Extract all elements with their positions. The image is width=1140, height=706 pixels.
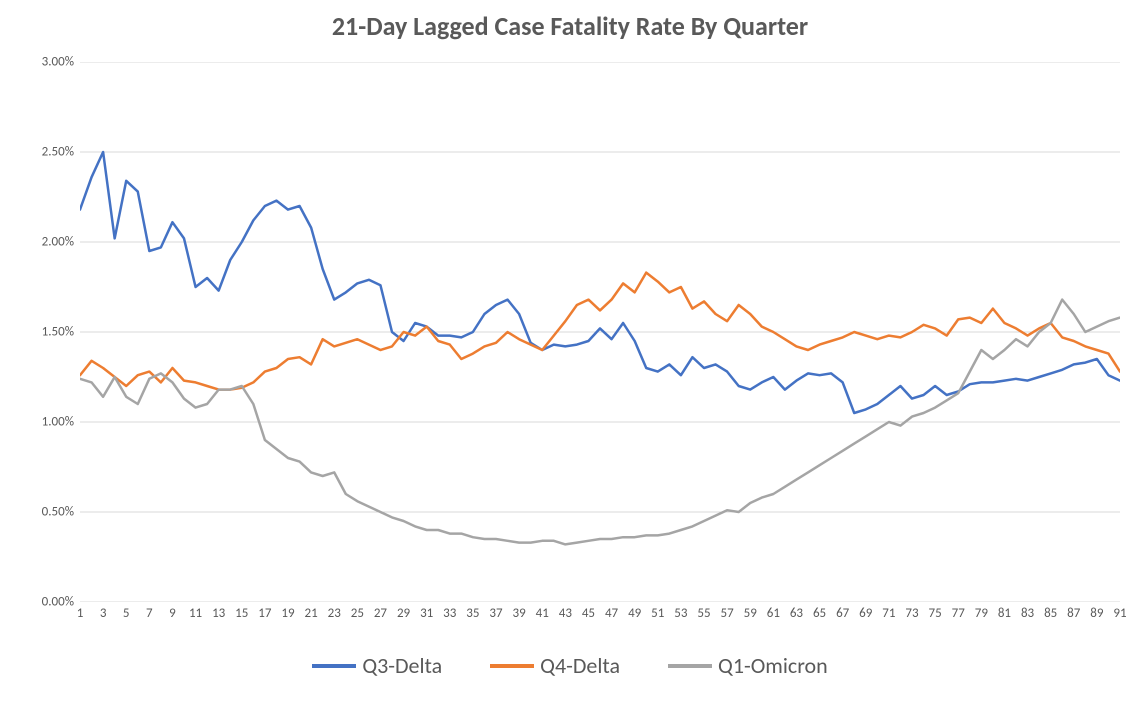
y-tick-label: 2.50% — [42, 145, 80, 160]
x-tick-label: 89 — [1090, 602, 1103, 621]
x-tick-label: 29 — [397, 602, 410, 621]
chart-container: 21-Day Lagged Case Fatality Rate By Quar… — [0, 0, 1140, 706]
x-tick-label: 67 — [836, 602, 849, 621]
x-tick-label: 41 — [536, 602, 549, 621]
x-tick-label: 75 — [929, 602, 942, 621]
legend-item: Q3-Delta — [312, 652, 442, 679]
y-tick-label: 0.50% — [42, 505, 80, 520]
x-tick-label: 79 — [975, 602, 988, 621]
x-tick-label: 3 — [100, 602, 107, 621]
legend-item: Q4-Delta — [490, 652, 620, 679]
series-line — [80, 273, 1120, 390]
x-tick-label: 65 — [813, 602, 826, 621]
y-tick-label: 1.00% — [42, 415, 80, 430]
x-tick-label: 47 — [605, 602, 618, 621]
legend-label: Q4-Delta — [540, 652, 620, 679]
legend: Q3-Delta Q4-Delta Q1-Omicron — [0, 652, 1140, 679]
x-tick-label: 31 — [420, 602, 433, 621]
x-tick-label: 7 — [146, 602, 153, 621]
x-tick-label: 25 — [351, 602, 364, 621]
series-line — [80, 152, 1120, 413]
y-tick-label: 0.00% — [42, 595, 80, 610]
x-tick-label: 85 — [1044, 602, 1057, 621]
x-tick-label: 23 — [328, 602, 341, 621]
x-tick-label: 11 — [189, 602, 202, 621]
legend-swatch — [312, 664, 356, 668]
x-tick-label: 87 — [1067, 602, 1080, 621]
plot-svg — [80, 62, 1120, 602]
x-tick-label: 13 — [212, 602, 225, 621]
x-tick-label: 15 — [235, 602, 248, 621]
y-tick-label: 3.00% — [42, 55, 80, 70]
legend-swatch — [668, 664, 712, 668]
x-tick-label: 59 — [744, 602, 757, 621]
x-tick-label: 55 — [697, 602, 710, 621]
x-tick-label: 35 — [466, 602, 479, 621]
x-tick-label: 81 — [998, 602, 1011, 621]
x-tick-label: 33 — [443, 602, 456, 621]
x-tick-label: 63 — [790, 602, 803, 621]
x-tick-label: 57 — [721, 602, 734, 621]
x-tick-label: 83 — [1021, 602, 1034, 621]
x-tick-label: 69 — [859, 602, 872, 621]
y-tick-label: 1.50% — [42, 325, 80, 340]
x-tick-label: 45 — [582, 602, 595, 621]
x-tick-label: 77 — [952, 602, 965, 621]
legend-label: Q1-Omicron — [718, 652, 828, 679]
x-tick-label: 39 — [513, 602, 526, 621]
legend-item: Q1-Omicron — [668, 652, 828, 679]
x-tick-label: 37 — [489, 602, 502, 621]
x-tick-label: 49 — [628, 602, 641, 621]
x-tick-label: 61 — [767, 602, 780, 621]
y-tick-label: 2.00% — [42, 235, 80, 250]
x-tick-label: 43 — [559, 602, 572, 621]
x-tick-label: 53 — [674, 602, 687, 621]
x-tick-label: 51 — [651, 602, 664, 621]
x-tick-label: 1 — [77, 602, 84, 621]
plot-area: 0.00%0.50%1.00%1.50%2.00%2.50%3.00%13579… — [80, 62, 1120, 602]
x-tick-label: 73 — [905, 602, 918, 621]
x-tick-label: 21 — [305, 602, 318, 621]
x-tick-label: 91 — [1113, 602, 1126, 621]
legend-swatch — [490, 664, 534, 668]
legend-label: Q3-Delta — [362, 652, 442, 679]
x-tick-label: 19 — [281, 602, 294, 621]
x-tick-label: 9 — [169, 602, 176, 621]
x-tick-label: 5 — [123, 602, 130, 621]
x-tick-label: 17 — [258, 602, 271, 621]
x-tick-label: 71 — [882, 602, 895, 621]
x-tick-label: 27 — [374, 602, 387, 621]
chart-title: 21-Day Lagged Case Fatality Rate By Quar… — [0, 10, 1140, 42]
